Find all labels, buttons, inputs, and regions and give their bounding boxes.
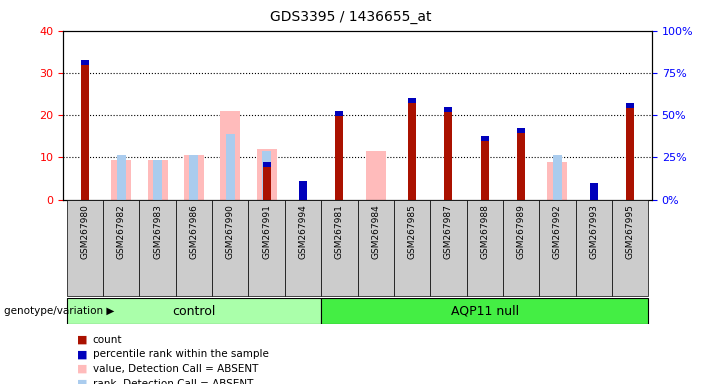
Bar: [263, 162, 271, 167]
Bar: [503, 200, 539, 296]
Bar: [257, 149, 277, 200]
Text: GSM267984: GSM267984: [372, 205, 380, 259]
Bar: [366, 151, 386, 200]
Bar: [139, 200, 176, 296]
Text: GSM267987: GSM267987: [444, 205, 453, 259]
Bar: [335, 111, 343, 200]
Bar: [212, 200, 248, 296]
Bar: [408, 98, 416, 103]
Text: GSM267980: GSM267980: [81, 205, 90, 259]
Bar: [189, 156, 198, 200]
Text: GSM267995: GSM267995: [625, 205, 634, 259]
Bar: [285, 200, 321, 296]
Bar: [430, 200, 467, 296]
Bar: [626, 103, 634, 108]
Text: count: count: [93, 335, 122, 345]
Bar: [148, 160, 168, 200]
Bar: [321, 298, 648, 324]
Bar: [517, 128, 525, 133]
Text: GSM267990: GSM267990: [226, 205, 235, 259]
Text: GSM267989: GSM267989: [517, 205, 526, 259]
Bar: [263, 162, 271, 200]
Text: ■: ■: [77, 379, 88, 384]
Bar: [408, 98, 416, 200]
Text: ■: ■: [77, 349, 88, 359]
Bar: [81, 60, 89, 65]
Bar: [67, 200, 103, 296]
Text: AQP11 null: AQP11 null: [451, 305, 519, 318]
Bar: [444, 107, 452, 200]
Bar: [248, 200, 285, 296]
Bar: [481, 136, 489, 200]
Bar: [547, 162, 567, 200]
Text: rank, Detection Call = ABSENT: rank, Detection Call = ABSENT: [93, 379, 253, 384]
Bar: [517, 128, 525, 200]
Text: GSM267988: GSM267988: [480, 205, 489, 259]
Text: GSM267985: GSM267985: [407, 205, 416, 259]
Text: control: control: [172, 305, 216, 318]
Text: GSM267983: GSM267983: [153, 205, 162, 259]
Bar: [67, 298, 321, 324]
Bar: [220, 111, 240, 200]
Bar: [116, 156, 125, 200]
Bar: [612, 200, 648, 296]
Bar: [626, 103, 634, 200]
Text: GSM267981: GSM267981: [335, 205, 343, 259]
Text: value, Detection Call = ABSENT: value, Detection Call = ABSENT: [93, 364, 258, 374]
Text: percentile rank within the sample: percentile rank within the sample: [93, 349, 268, 359]
Bar: [321, 200, 358, 296]
Text: ■: ■: [77, 335, 88, 345]
Bar: [81, 60, 89, 200]
Bar: [299, 181, 307, 200]
Bar: [358, 200, 394, 296]
Bar: [111, 160, 131, 200]
Text: GSM267993: GSM267993: [590, 205, 598, 259]
Bar: [153, 160, 162, 200]
Bar: [467, 200, 503, 296]
Bar: [184, 156, 204, 200]
Bar: [539, 200, 576, 296]
Bar: [335, 111, 343, 116]
Text: GSM267982: GSM267982: [117, 205, 125, 259]
Bar: [226, 134, 235, 200]
Bar: [444, 107, 452, 112]
Text: genotype/variation ▶: genotype/variation ▶: [4, 306, 114, 316]
Text: ■: ■: [77, 364, 88, 374]
Bar: [394, 200, 430, 296]
Bar: [576, 200, 612, 296]
Bar: [553, 156, 562, 200]
Bar: [590, 183, 598, 200]
Text: GSM267991: GSM267991: [262, 205, 271, 259]
Bar: [262, 151, 271, 200]
Text: GSM267994: GSM267994: [299, 205, 308, 259]
Text: GSM267986: GSM267986: [189, 205, 198, 259]
Text: GSM267992: GSM267992: [553, 205, 562, 259]
Text: GDS3395 / 1436655_at: GDS3395 / 1436655_at: [270, 10, 431, 23]
Bar: [481, 136, 489, 141]
Bar: [103, 200, 139, 296]
Bar: [176, 200, 212, 296]
